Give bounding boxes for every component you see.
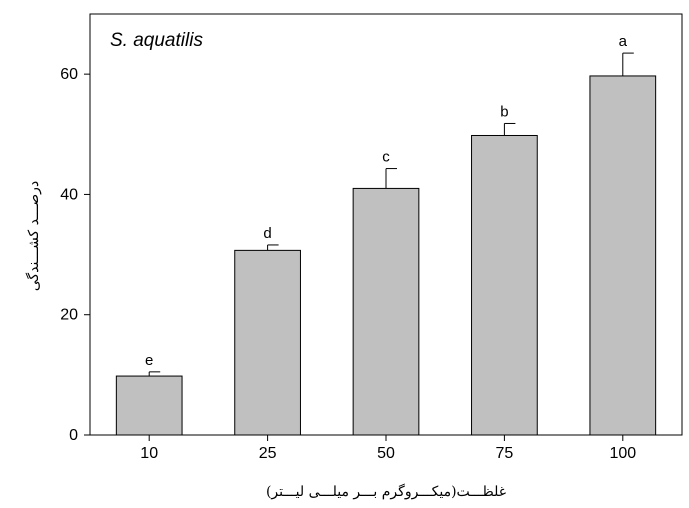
x-tick-label: 50 bbox=[377, 445, 395, 462]
bar bbox=[115, 375, 183, 436]
bar bbox=[589, 75, 657, 436]
y-tick-label: 0 bbox=[69, 427, 78, 444]
bar bbox=[234, 249, 301, 436]
y-tick-label: 60 bbox=[60, 66, 78, 83]
x-tick-label: 10 bbox=[140, 445, 158, 462]
x-tick-label: 75 bbox=[496, 445, 514, 462]
significance-label: d bbox=[263, 225, 271, 242]
significance-label: c bbox=[382, 149, 390, 166]
significance-label: e bbox=[145, 352, 153, 369]
x-axis-title: غلظـــت(میکـــروگرم بـــر میلـــی لیـــت… bbox=[266, 483, 506, 500]
y-tick-label: 20 bbox=[60, 307, 78, 324]
x-tick-label: 25 bbox=[259, 445, 277, 462]
y-axis-title: درصـــد کشـــندگی bbox=[25, 181, 42, 291]
bar bbox=[471, 134, 538, 436]
bar bbox=[352, 187, 420, 436]
significance-label: a bbox=[619, 33, 628, 50]
x-tick-label: 100 bbox=[609, 445, 636, 462]
significance-label: b bbox=[500, 103, 508, 120]
y-tick-label: 40 bbox=[60, 186, 78, 203]
chart-title: S. aquatilis bbox=[110, 30, 203, 51]
